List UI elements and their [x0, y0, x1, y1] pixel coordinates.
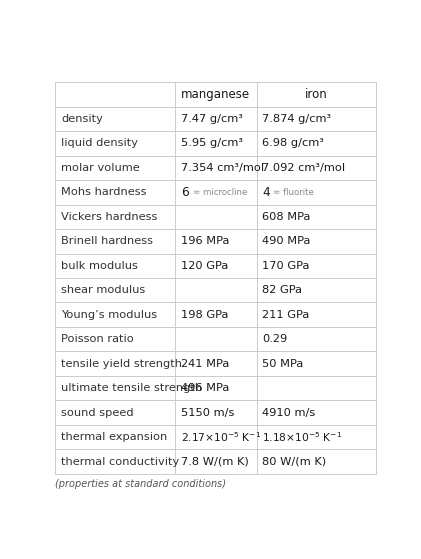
Text: thermal conductivity: thermal conductivity	[61, 457, 179, 467]
Text: 196 MPa: 196 MPa	[181, 236, 229, 247]
Text: 7.092 cm³/mol: 7.092 cm³/mol	[262, 163, 346, 173]
Text: 120 GPa: 120 GPa	[181, 260, 228, 271]
Text: 7.47 g/cm³: 7.47 g/cm³	[181, 114, 243, 124]
Text: ultimate tensile strength: ultimate tensile strength	[61, 383, 202, 393]
Text: 0.29: 0.29	[262, 334, 288, 344]
Text: 80 W/(m K): 80 W/(m K)	[262, 457, 327, 467]
Text: shear modulus: shear modulus	[61, 285, 145, 295]
Text: Vickers hardness: Vickers hardness	[61, 212, 157, 222]
Text: 7.354 cm³/mol: 7.354 cm³/mol	[181, 163, 264, 173]
Text: 608 MPa: 608 MPa	[262, 212, 311, 222]
Text: 170 GPa: 170 GPa	[262, 260, 310, 271]
Text: iron: iron	[305, 88, 328, 101]
Text: molar volume: molar volume	[61, 163, 140, 173]
Text: Brinell hardness: Brinell hardness	[61, 236, 153, 247]
Text: Young’s modulus: Young’s modulus	[61, 310, 157, 320]
Text: Poisson ratio: Poisson ratio	[61, 334, 134, 344]
Text: ≈ microcline: ≈ microcline	[193, 188, 248, 197]
Text: tensile yield strength: tensile yield strength	[61, 359, 182, 369]
Text: ≈ fluorite: ≈ fluorite	[273, 188, 314, 197]
Text: 496 MPa: 496 MPa	[181, 383, 229, 393]
Text: 6.98 g/cm³: 6.98 g/cm³	[262, 138, 324, 148]
Text: 490 MPa: 490 MPa	[262, 236, 311, 247]
Text: 241 MPa: 241 MPa	[181, 359, 229, 369]
Text: $2.17{\times}10^{-5}\ \mathregular{K}^{-1}$: $2.17{\times}10^{-5}\ \mathregular{K}^{-…	[181, 430, 261, 444]
Text: 7.8 W/(m K): 7.8 W/(m K)	[181, 457, 249, 467]
Text: 4: 4	[262, 186, 270, 199]
Text: liquid density: liquid density	[61, 138, 138, 148]
Text: thermal expansion: thermal expansion	[61, 432, 168, 442]
Text: (properties at standard conditions): (properties at standard conditions)	[55, 479, 226, 489]
Text: 4910 m/s: 4910 m/s	[262, 408, 316, 418]
Text: Mohs hardness: Mohs hardness	[61, 187, 147, 197]
Text: 5.95 g/cm³: 5.95 g/cm³	[181, 138, 243, 148]
Text: 6: 6	[181, 186, 189, 199]
Text: 50 MPa: 50 MPa	[262, 359, 304, 369]
Text: 198 GPa: 198 GPa	[181, 310, 228, 320]
Text: bulk modulus: bulk modulus	[61, 260, 138, 271]
Text: 211 GPa: 211 GPa	[262, 310, 310, 320]
Text: density: density	[61, 114, 103, 124]
Text: sound speed: sound speed	[61, 408, 134, 418]
Text: 7.874 g/cm³: 7.874 g/cm³	[262, 114, 332, 124]
Text: $1.18{\times}10^{-5}\ \mathregular{K}^{-1}$: $1.18{\times}10^{-5}\ \mathregular{K}^{-…	[262, 430, 343, 444]
Text: 82 GPa: 82 GPa	[262, 285, 302, 295]
Text: 5150 m/s: 5150 m/s	[181, 408, 234, 418]
Text: manganese: manganese	[181, 88, 250, 101]
